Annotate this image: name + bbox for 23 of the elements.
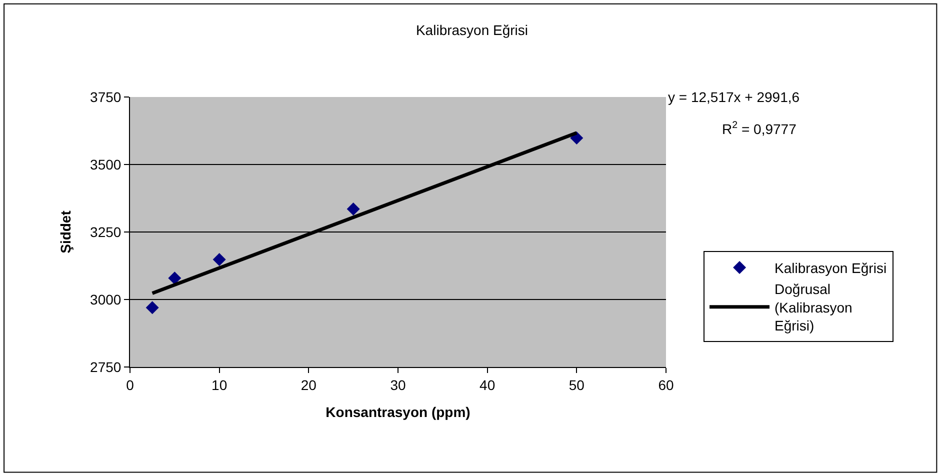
x-tick-label: 30	[390, 376, 406, 393]
y-tick-label: 3750	[90, 88, 122, 105]
point	[212, 253, 226, 266]
x-tick-label: 60	[658, 376, 674, 393]
x-axis-title: Konsantrasyon (ppm)	[326, 404, 470, 420]
x-tick-label: 20	[300, 376, 317, 393]
point	[146, 301, 159, 314]
chart-title: Kalibrasyon Eğrisi	[416, 22, 528, 38]
y-tick-label: 2750	[90, 358, 122, 375]
legend-label: Kalibrasyon Eğrisi	[774, 260, 887, 276]
point	[346, 202, 360, 216]
x-tick-label: 10	[212, 376, 228, 393]
x-tick-label: 0	[126, 376, 134, 393]
point	[168, 272, 182, 285]
y-tick-label: 3000	[90, 291, 122, 308]
x-tick-label: 40	[480, 376, 496, 393]
text: R$^{2}$ = 0,9777	[722, 120, 797, 137]
y-axis-title: Şiddet	[58, 210, 74, 254]
text: y = 12,517x + 2991,6	[668, 89, 800, 105]
legend-label: Doğrusal (Kalibrasyon Eğrisi)	[774, 281, 852, 334]
x-tick-label: 50	[568, 376, 585, 393]
y-tick-label: 3500	[90, 156, 122, 172]
y-tick-label: 3250	[90, 224, 122, 240]
